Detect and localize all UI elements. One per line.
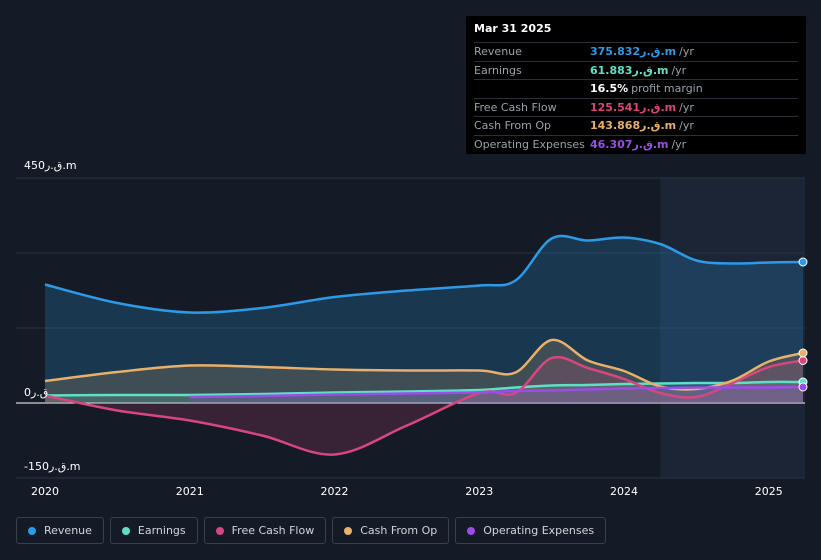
legend-item-revenue[interactable]: Revenue (16, 517, 104, 544)
tooltip-row-label: Operating Expenses (474, 137, 585, 151)
legend-dot-icon (28, 526, 36, 535)
tooltip-row-value: 16.5% (590, 82, 629, 96)
legend-dot-icon (121, 526, 130, 535)
line-earnings (44, 380, 804, 397)
tooltip-row: 16.5% profit margin (474, 79, 798, 98)
legend-item-free-cash-flow[interactable]: Free Cash Flow (203, 517, 327, 544)
legend-label: Operating Expenses (483, 524, 595, 537)
tooltip-row-label: Earnings (474, 63, 522, 77)
chart-legend: Revenue Earnings Free Cash Flow Cash From O… (16, 517, 607, 544)
legend-label: Earnings (137, 524, 186, 537)
x-tick-label: 2023 (465, 485, 494, 498)
chart-grid (16, 177, 805, 479)
area-free-cash-flow (44, 357, 804, 455)
legend-dot-icon (467, 526, 476, 535)
end-marker-revenue (798, 257, 808, 267)
tooltip-row: Free Cash Flow 125.541ق.ر.m/yr (474, 97, 798, 117)
tooltip-row: Operating Expenses 46.307ق.ر.m/yr (474, 134, 798, 154)
line-operating-expenses (189, 385, 804, 399)
tooltip-row-value: 46.307ق.ر.m (590, 137, 669, 151)
end-marker-cash-from-op (798, 348, 808, 358)
tooltip-row: Cash From Op 143.868ق.ر.m/yr (474, 116, 798, 135)
legend-dot-icon (344, 526, 353, 535)
data-tooltip: Mar 31 2025 Revenue 375.832ق.ر.m/yr Earnin… (466, 16, 806, 154)
end-marker-operating-expenses (798, 382, 808, 392)
legend-label: Revenue (44, 524, 92, 537)
tooltip-row-label: Cash From Op (474, 119, 552, 133)
area-operating-expenses (189, 387, 803, 403)
x-tick-label: 2024 (610, 485, 639, 498)
y-axis-bottom-label: -150ق.ر.m (24, 460, 81, 473)
tooltip-row-unit: /yr (679, 119, 694, 133)
x-tick-label: 2022 (320, 485, 349, 498)
legend-label: Free Cash Flow (231, 524, 315, 537)
line-revenue (44, 234, 804, 314)
tooltip-row-unit: profit margin (631, 82, 703, 96)
tooltip-row-unit: /yr (679, 100, 694, 114)
legend-item-operating-expenses[interactable]: Operating Expenses (455, 517, 607, 544)
tooltip-date: Mar 31 2025 (474, 22, 552, 35)
legend-dot-icon (215, 526, 224, 535)
tooltip-row-unit: /yr (671, 63, 687, 77)
end-marker-free-cash-flow (798, 356, 808, 365)
legend-label: Cash From Op (360, 524, 438, 537)
tooltip-row-label: Free Cash Flow (474, 100, 557, 114)
tooltip-row-unit: /yr (671, 137, 687, 151)
tooltip-row-value: 375.832ق.ر.m (590, 45, 677, 59)
tooltip-row: Revenue 375.832ق.ر.m/yr (474, 42, 798, 61)
tooltip-row-value: 125.541ق.ر.m (590, 100, 677, 114)
legend-item-cash-from-op[interactable]: Cash From Op (332, 517, 450, 544)
x-tick-label: 2020 (30, 485, 59, 498)
end-markers (798, 257, 808, 392)
tooltip-row-unit: /yr (679, 45, 694, 59)
tooltip-row-value: 61.883ق.ر.m (590, 63, 669, 77)
area-revenue (44, 236, 804, 403)
x-tick-label: 2021 (175, 485, 204, 498)
y-axis-zero-label: 0ق.ر (24, 386, 49, 399)
series-lines (44, 234, 804, 456)
tooltip-row-value: 143.868ق.ر.m (590, 119, 677, 133)
tooltip-rows: Revenue 375.832ق.ر.m/yr Earnings 61.883ق.ر.… (474, 42, 798, 153)
tooltip-row: Earnings 61.883ق.ر.m/yr (474, 60, 798, 80)
x-tick-label: 2025 (754, 485, 783, 498)
tooltip-row-label: Revenue (474, 45, 522, 59)
y-axis-top-label: 450ق.ر.m (24, 159, 77, 172)
legend-item-earnings[interactable]: Earnings (109, 517, 198, 544)
